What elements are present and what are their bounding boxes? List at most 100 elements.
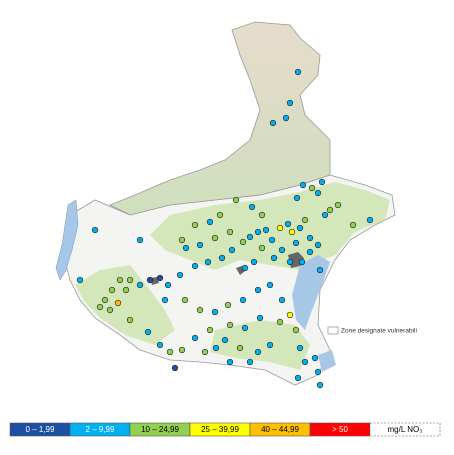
station: [294, 68, 302, 76]
station: [146, 276, 154, 284]
legend-label: > 50: [332, 425, 348, 434]
station: [254, 286, 262, 294]
station: [334, 201, 342, 209]
station: [250, 258, 258, 266]
station: [178, 346, 186, 354]
legend-unit: mg/L NO₃: [388, 425, 423, 434]
station: [276, 318, 284, 326]
station: [218, 254, 226, 262]
station: [326, 206, 334, 214]
zone-swatch: [327, 326, 339, 335]
station: [316, 381, 324, 389]
vulnerable-zone: [75, 265, 175, 345]
station: [349, 221, 357, 229]
lake: [55, 199, 79, 281]
station: [212, 344, 220, 352]
station: [268, 236, 276, 244]
station: [126, 276, 134, 284]
station: [292, 326, 300, 334]
station: [216, 211, 224, 219]
station: [366, 216, 374, 224]
station: [269, 119, 277, 127]
station: [176, 271, 184, 279]
station: [276, 224, 284, 232]
station: [226, 228, 234, 236]
station: [108, 286, 116, 294]
station: [246, 233, 254, 241]
station: [321, 211, 329, 219]
legend-label: 10 – 24,99: [141, 425, 179, 434]
station: [221, 336, 229, 344]
station: [191, 262, 199, 270]
vulnerable-zone: [210, 320, 310, 370]
station: [270, 254, 278, 262]
station: [298, 258, 306, 266]
station: [314, 189, 322, 197]
station: [171, 364, 179, 372]
station: [181, 296, 189, 304]
station: [286, 258, 294, 266]
station: [311, 354, 319, 362]
station: [182, 244, 190, 252]
station: [91, 226, 99, 234]
station: [144, 328, 152, 336]
station: [106, 306, 114, 314]
station: [316, 266, 324, 274]
station: [299, 181, 307, 189]
zone-label: Zone designate vulnerabili: [341, 328, 417, 335]
station: [258, 211, 266, 219]
station: [246, 358, 254, 366]
station: [224, 301, 232, 309]
station: [166, 348, 174, 356]
station: [306, 248, 314, 256]
station: [206, 218, 214, 226]
city: [150, 252, 304, 285]
legend-label: 2 – 9,99: [86, 425, 115, 434]
station: [286, 99, 294, 107]
station: [239, 238, 247, 246]
station: [301, 216, 309, 224]
station: [282, 114, 290, 122]
station: [248, 203, 256, 211]
station: [278, 246, 286, 254]
station: [204, 258, 212, 266]
station: [114, 299, 122, 307]
station: [206, 326, 214, 334]
station: [136, 281, 144, 289]
legend: 0 – 1,99 2 – 9,99 10 – 24,99 25 – 39,99 40 –…: [9, 422, 441, 437]
station: [306, 234, 314, 242]
station: [196, 241, 204, 249]
station: [226, 321, 234, 329]
station: [308, 184, 316, 192]
station: [256, 314, 264, 322]
station: [292, 239, 300, 247]
station: [284, 220, 292, 228]
station: [136, 236, 144, 244]
legend-label: 40 – 44,99: [261, 425, 299, 434]
legend-label: 0 – 1,99: [26, 425, 55, 434]
station: [116, 276, 124, 284]
station: [228, 246, 236, 254]
station: [296, 224, 304, 232]
stations: [76, 68, 374, 389]
station: [122, 286, 130, 294]
station: [241, 264, 249, 272]
station: [96, 303, 104, 311]
station: [278, 296, 286, 304]
station: [258, 244, 266, 252]
station: [288, 228, 296, 236]
station: [239, 296, 247, 304]
station: [226, 358, 234, 366]
station: [262, 226, 270, 234]
station: [196, 306, 204, 314]
station: [296, 344, 304, 352]
station: [241, 324, 249, 332]
legend-unit-box: [369, 422, 441, 437]
station: [293, 194, 301, 202]
station: [156, 274, 164, 282]
station: [76, 276, 84, 284]
station: [156, 341, 164, 349]
station: [286, 311, 294, 319]
